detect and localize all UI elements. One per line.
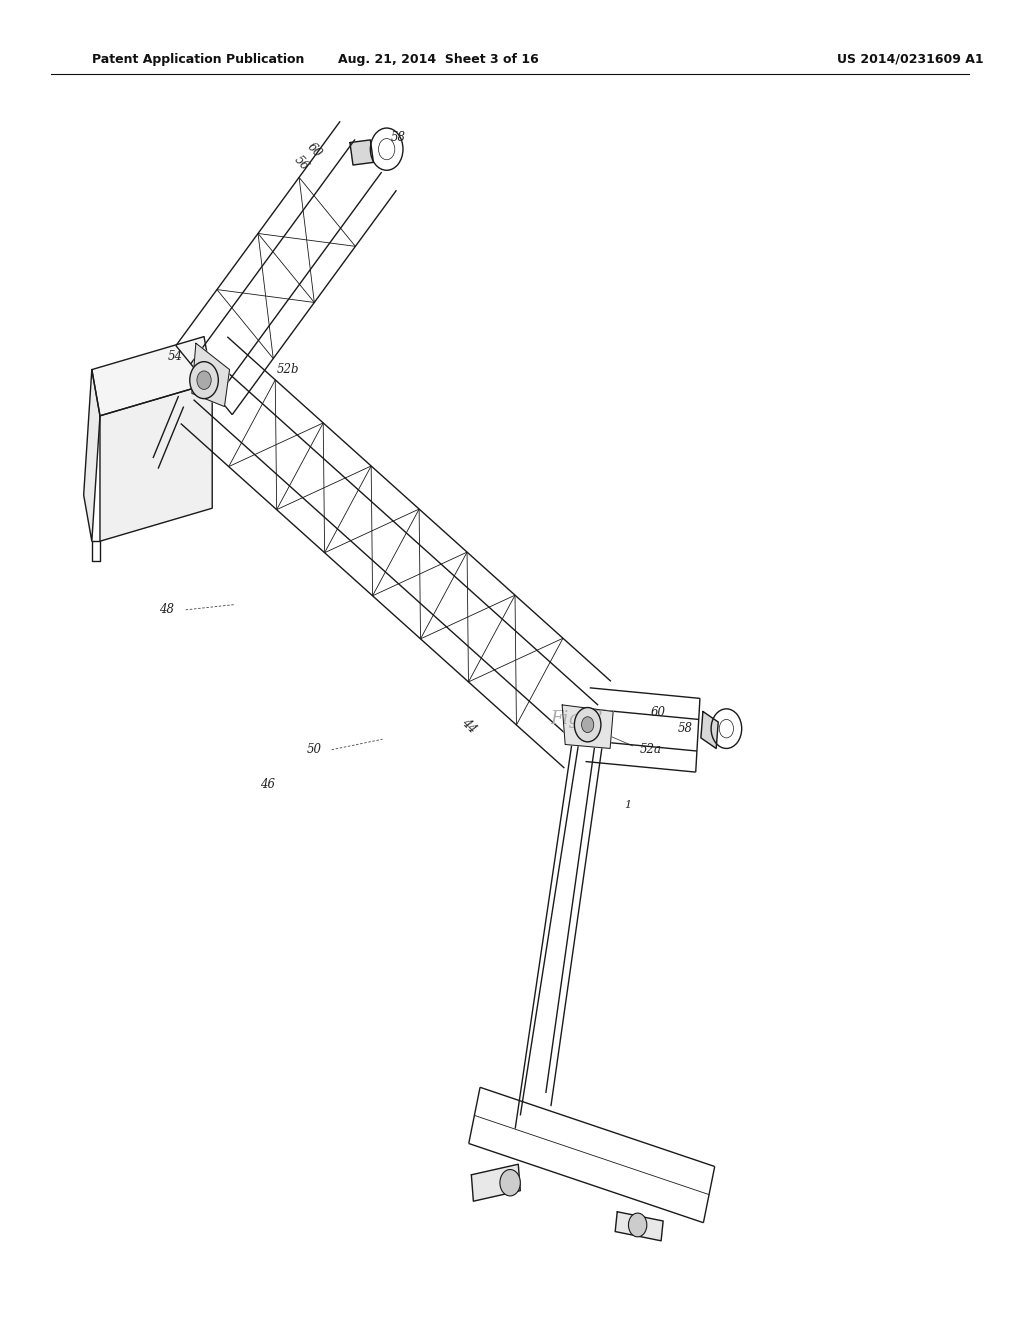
Text: 46: 46 [260,777,274,791]
Polygon shape [92,337,212,416]
Circle shape [197,371,211,389]
Circle shape [574,708,601,742]
Text: 52b: 52b [276,363,299,376]
Text: 56: 56 [291,153,311,174]
Text: 60: 60 [304,140,324,161]
Polygon shape [191,343,229,407]
Polygon shape [84,370,100,541]
Circle shape [582,717,594,733]
Text: 1: 1 [624,800,631,810]
Circle shape [629,1213,647,1237]
Text: 54: 54 [168,350,183,363]
Text: 44: 44 [460,717,479,735]
Text: Aug. 21, 2014  Sheet 3 of 16: Aug. 21, 2014 Sheet 3 of 16 [338,53,539,66]
Text: 50: 50 [307,743,322,756]
Text: 48: 48 [159,603,174,616]
Text: 58: 58 [390,131,406,144]
Polygon shape [100,383,212,541]
Text: Patent Application Publication: Patent Application Publication [92,53,304,66]
Polygon shape [562,705,613,748]
Polygon shape [615,1212,664,1241]
Polygon shape [700,711,718,748]
Circle shape [500,1170,520,1196]
Text: US 2014/0231609 A1: US 2014/0231609 A1 [837,53,983,66]
Text: Fig. 3: Fig. 3 [550,710,603,729]
Text: 60: 60 [650,706,666,719]
Text: 58: 58 [678,722,693,735]
Text: 52a: 52a [640,743,662,756]
Circle shape [189,362,218,399]
Polygon shape [471,1164,520,1201]
Polygon shape [350,140,374,165]
